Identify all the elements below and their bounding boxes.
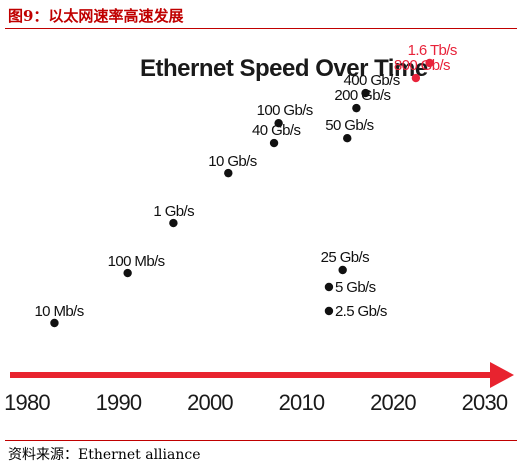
- data-point: [361, 88, 370, 98]
- data-point: [338, 265, 347, 275]
- data-point-group: 50 Gb/s: [325, 117, 374, 143]
- data-point-group: 100 Mb/s: [108, 253, 165, 278]
- data-point-label: 100 Mb/s: [108, 253, 165, 270]
- data-point-group: 10 Gb/s: [208, 153, 257, 178]
- x-tick-label: 1980: [4, 390, 50, 415]
- data-point-group: 25 Gb/s: [321, 249, 370, 275]
- ethernet-speed-chart: Ethernet Speed Over Time 1980 1990 2000 201…: [4, 42, 514, 415]
- chart-title: Ethernet Speed Over Time: [140, 55, 428, 82]
- data-point-label: 10 Mb/s: [34, 303, 83, 320]
- data-point-label: 1.6 Tb/s: [408, 42, 457, 59]
- arrow-head: [490, 362, 514, 388]
- x-tick-label: 1990: [96, 390, 142, 415]
- data-point-group: 5 Gb/s: [324, 279, 376, 296]
- data-point: [123, 268, 132, 278]
- x-tick-label: 2030: [462, 390, 508, 415]
- data-point-group: 10 Mb/s: [34, 303, 84, 328]
- top-rule: [5, 28, 517, 29]
- data-point-group: 800 Gb/s: [394, 57, 451, 83]
- data-point-label: 50 Gb/s: [325, 117, 373, 134]
- data-point-group: 40 Gb/s: [252, 122, 301, 148]
- data-point-label: 40 Gb/s: [252, 122, 300, 139]
- figure-title: 图9：以太网速率高速发展: [8, 7, 184, 25]
- data-point-label: 800 Gb/s: [394, 57, 450, 74]
- data-point: [274, 118, 283, 128]
- x-tick-label: 2020: [370, 390, 416, 415]
- data-point: [269, 138, 279, 148]
- bottom-rule: [5, 440, 517, 441]
- x-tick-label: 2010: [279, 390, 325, 415]
- data-point: [169, 218, 178, 228]
- data-point: [343, 133, 352, 143]
- data-point-group: 1 Gb/s: [153, 203, 195, 228]
- data-point: [324, 306, 334, 316]
- data-point-label: 1 Gb/s: [153, 203, 194, 220]
- x-tick-label: 2000: [187, 390, 233, 415]
- data-point-label: 25 Gb/s: [321, 249, 369, 266]
- data-point-label: 5 Gb/s: [335, 279, 376, 296]
- data-point: [352, 103, 361, 113]
- data-point-group: 400 Gb/s: [344, 72, 400, 98]
- data-point-label: 10 Gb/s: [208, 153, 256, 170]
- data-point-label: 400 Gb/s: [344, 72, 400, 89]
- data-point-label: 2.5 Gb/s: [335, 303, 387, 320]
- source-note: 资料来源：Ethernet alliance: [8, 447, 201, 463]
- data-point: [425, 58, 434, 68]
- timeline-arrow: [10, 362, 514, 388]
- data-point: [224, 168, 233, 178]
- data-points: 10 Mb/s 100 Mb/s 1 Gb/s 10 Gb/s 40 Gb/s 100 G…: [34, 42, 457, 328]
- data-point-group: 1.6 Tb/s: [408, 42, 457, 68]
- data-point: [50, 318, 59, 328]
- x-axis-ticks: 1980 1990 2000 2010 2020 2030: [4, 390, 509, 415]
- data-point-group: 100 Gb/s: [257, 102, 313, 128]
- data-point: [324, 282, 334, 292]
- data-point-group: 2.5 Gb/s: [324, 303, 388, 320]
- data-point: [411, 73, 421, 83]
- data-point-label: 100 Gb/s: [257, 102, 313, 119]
